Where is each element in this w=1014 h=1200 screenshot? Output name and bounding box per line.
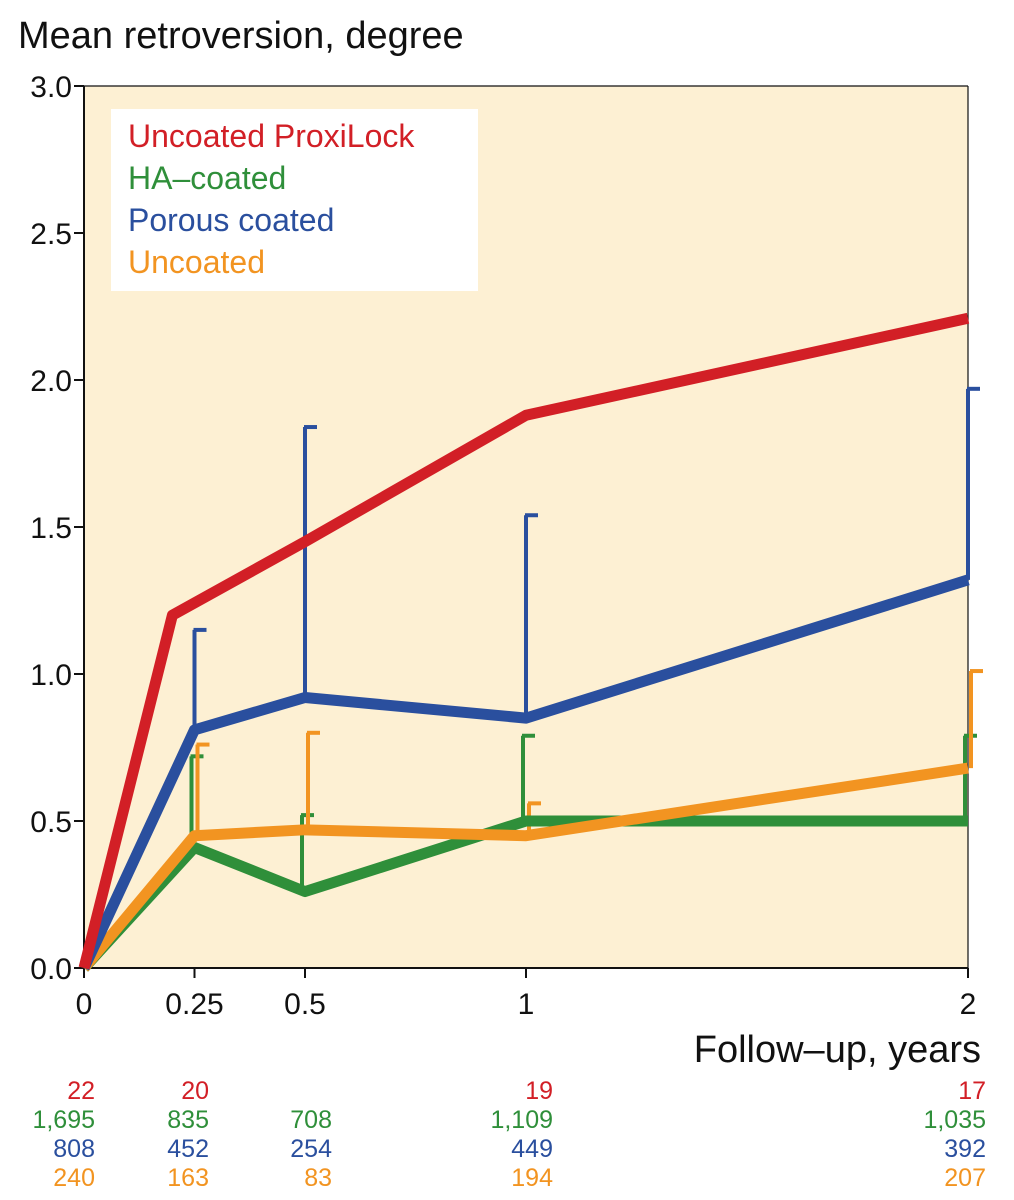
count-label: 207 (944, 1164, 986, 1192)
count-label: 240 (53, 1164, 95, 1192)
count-label: 835 (167, 1106, 209, 1134)
x-tick-label: 0.25 (165, 988, 223, 1021)
y-tick-label: 0.0 (30, 953, 72, 986)
legend: Uncoated ProxiLock HA–coated Porous coated… (111, 109, 478, 291)
y-axis-label: Mean retroversion, degree (18, 15, 464, 57)
count-label: 83 (304, 1164, 332, 1192)
count-label: 392 (944, 1135, 986, 1163)
count-label: 19 (525, 1077, 553, 1105)
x-tick-label: 0.5 (284, 988, 326, 1021)
legend-entry: HA–coated (128, 160, 286, 196)
count-label: 1,695 (32, 1106, 95, 1134)
x-axis-label: Follow–up, years (694, 1029, 981, 1071)
x-tick-label: 0 (76, 988, 93, 1021)
x-tick-label: 2 (960, 988, 977, 1021)
y-tick-label: 0.5 (30, 806, 72, 839)
y-tick-label: 1.0 (30, 659, 72, 692)
count-label: 808 (53, 1135, 95, 1163)
legend-box (111, 109, 478, 291)
y-tick-label: 2.0 (30, 365, 72, 398)
count-label: 194 (511, 1164, 553, 1192)
legend-entry: Uncoated (128, 244, 265, 280)
y-tick-label: 1.5 (30, 512, 72, 545)
count-label: 22 (67, 1077, 95, 1105)
count-label: 449 (511, 1135, 553, 1163)
y-tick-label: 2.5 (30, 218, 72, 251)
y-tick-label: 3.0 (30, 71, 72, 104)
count-label: 17 (958, 1077, 986, 1105)
count-label: 708 (290, 1106, 332, 1134)
count-label: 254 (290, 1135, 332, 1163)
count-label: 20 (181, 1077, 209, 1105)
legend-entry: Porous coated (128, 202, 334, 238)
count-label: 1,109 (490, 1106, 553, 1134)
count-label: 452 (167, 1135, 209, 1163)
count-label: 163 (167, 1164, 209, 1192)
legend-entry: Uncoated ProxiLock (128, 118, 415, 154)
x-tick-label: 1 (518, 988, 535, 1021)
count-label: 1,035 (923, 1106, 986, 1134)
